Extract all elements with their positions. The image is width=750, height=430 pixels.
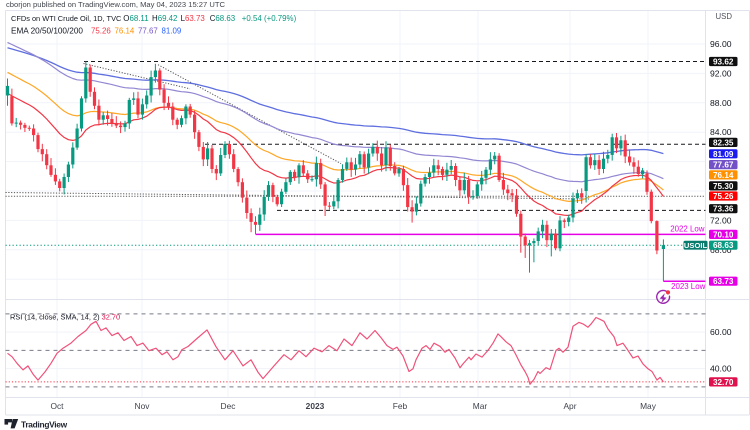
svg-text:RSI (14, close, SMA, 14, 2) 32: RSI (14, close, SMA, 14, 2) 32.70 [10,312,120,321]
svg-text:84.00: 84.00 [710,127,732,137]
svg-text:TradingView: TradingView [21,419,68,429]
svg-text:40.00: 40.00 [710,364,732,374]
svg-text:77.67: 77.67 [713,161,734,170]
svg-text:32.70: 32.70 [713,378,734,387]
svg-text:2023: 2023 [306,401,325,411]
svg-text:2023 Low: 2023 Low [671,282,706,291]
svg-text:USD: USD [716,12,733,21]
svg-text:Mar: Mar [473,401,488,411]
svg-text:82.35: 82.35 [713,138,734,147]
svg-text:63.73: 63.73 [713,277,734,286]
svg-text:96.00: 96.00 [710,39,732,49]
svg-text:60.00: 60.00 [710,327,732,337]
svg-text:USOIL: USOIL [684,241,708,250]
svg-text:CFDs on WTI Crude Oil, 1D, TVC: CFDs on WTI Crude Oil, 1D, TVC O68.11 H69.… [11,14,297,23]
svg-text:93.62: 93.62 [713,58,734,67]
svg-text:75.26: 75.26 [713,192,734,201]
svg-text:75.30: 75.30 [713,182,734,191]
svg-text:cborjon published on TradingVi: cborjon published on TradingView.com, Ma… [6,0,225,9]
svg-text:Apr: Apr [563,401,576,411]
svg-text:81.09: 81.09 [713,150,734,159]
svg-text:68.63: 68.63 [713,241,734,250]
svg-text:88.00: 88.00 [710,98,732,108]
svg-text:73.36: 73.36 [713,205,734,214]
svg-text:Feb: Feb [393,401,408,411]
svg-text:Dec: Dec [221,401,236,411]
svg-text:92.00: 92.00 [710,68,732,78]
svg-text:76.14: 76.14 [713,171,734,180]
svg-text:72.00: 72.00 [710,215,732,225]
svg-text:Oct: Oct [50,401,64,411]
svg-text:2022 Low: 2022 Low [670,224,705,233]
svg-text:Nov: Nov [135,401,151,411]
svg-text:70.10: 70.10 [713,230,734,239]
svg-text:May: May [640,401,657,411]
